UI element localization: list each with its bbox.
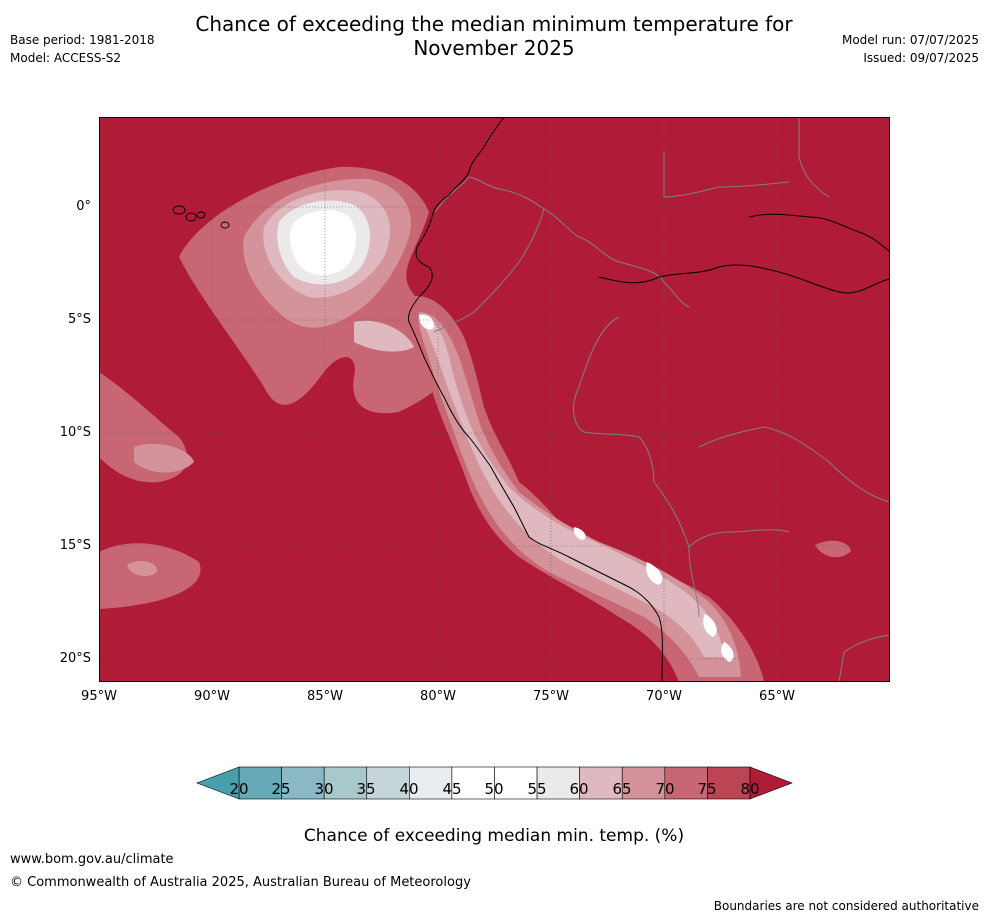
colorbar-cell: [281, 766, 325, 800]
lat-label: 5°S: [67, 312, 91, 327]
forecast-map: [99, 117, 890, 682]
contour-west-b: [134, 443, 194, 473]
colorbar-cell: [579, 766, 623, 800]
map-title: Chance of exceeding the median minimum t…: [0, 12, 988, 60]
map-background: [99, 117, 890, 682]
colorbar-tick: 25: [271, 780, 291, 798]
colorbar-tick: 65: [612, 780, 632, 798]
colorbar-cell: [366, 766, 410, 800]
base-period: Base period: 1981-2018: [10, 33, 155, 47]
colorbar-cell: [664, 766, 708, 800]
contour-white-spot-c: [646, 562, 663, 585]
colorbar-tick: 40: [399, 780, 419, 798]
colorbar-tick: 35: [356, 780, 376, 798]
lon-label: 70°W: [646, 689, 682, 704]
bom-link[interactable]: www.bom.gov.au/climate: [10, 852, 174, 867]
colorbar-tick: 20: [229, 780, 249, 798]
colorbar-cell: [707, 766, 751, 800]
galapagos-islands: [172, 205, 230, 229]
colorbar-tick: 45: [442, 780, 462, 798]
colorbar-cell: [621, 766, 666, 800]
colorbar-tick: 60: [569, 780, 589, 798]
model-name: Model: ACCESS-S2: [10, 51, 122, 65]
lat-label: 20°S: [59, 651, 91, 666]
country-boundaries: [433, 117, 890, 682]
colorbar-cell: [238, 766, 282, 800]
colorbar: [196, 766, 793, 800]
colorbar-tick: 75: [697, 780, 717, 798]
colorbar-tick: 50: [484, 780, 504, 798]
coastlines: [408, 117, 890, 682]
colorbar-cell: [494, 766, 538, 800]
lat-label: 10°S: [59, 425, 91, 440]
lon-label: 95°W: [81, 689, 117, 704]
lon-label: 75°W: [533, 689, 569, 704]
gridlines: [99, 117, 890, 682]
lon-label: 65°W: [759, 689, 795, 704]
title-line-1: Chance of exceeding the median minimum t…: [195, 12, 793, 36]
colorbar-tick: 70: [655, 780, 675, 798]
colorbar-cell: [536, 766, 580, 800]
contour-east-blob: [815, 540, 851, 558]
lon-label: 80°W: [420, 689, 456, 704]
title-line-2: November 2025: [413, 36, 575, 60]
lat-label: 15°S: [59, 538, 91, 553]
issued-date: Issued: 09/07/2025: [863, 51, 979, 65]
colorbar-tick: 55: [527, 780, 547, 798]
colorbar-cell: [409, 766, 453, 800]
boundary-disclaimer: Boundaries are not considered authoritat…: [713, 899, 979, 913]
meta-right: Model run: 07/07/2025 Issued: 09/07/2025: [842, 31, 979, 67]
contour-white-spot-b: [573, 527, 586, 540]
colorbar-tick: 80: [740, 780, 760, 798]
copyright-text: © Commonwealth of Australia 2025, Austra…: [10, 875, 471, 890]
colorbar-low-extend: [196, 766, 240, 800]
contour-white-spot-e: [721, 642, 734, 662]
colorbar-tick: 30: [314, 780, 334, 798]
colorbar-cell: [451, 766, 495, 800]
contour-white-spot-a: [419, 314, 435, 330]
colorbar-title: Chance of exceeding median min. temp. (%…: [303, 826, 685, 846]
contour-white-spot-d: [703, 614, 717, 637]
colorbar-high-extend: [749, 766, 793, 800]
contour-65-peru-a: [354, 320, 414, 352]
lon-label: 85°W: [307, 689, 343, 704]
lat-label: 0°: [76, 199, 91, 214]
contour-west-d: [127, 561, 158, 577]
colorbar-cell: [323, 766, 368, 800]
meta-left: Base period: 1981-2018 Model: ACCESS-S2: [10, 31, 155, 67]
contour-50-main: [289, 209, 357, 276]
lon-label: 90°W: [194, 689, 230, 704]
contour-west-c: [99, 543, 201, 609]
model-run: Model run: 07/07/2025: [841, 33, 979, 47]
